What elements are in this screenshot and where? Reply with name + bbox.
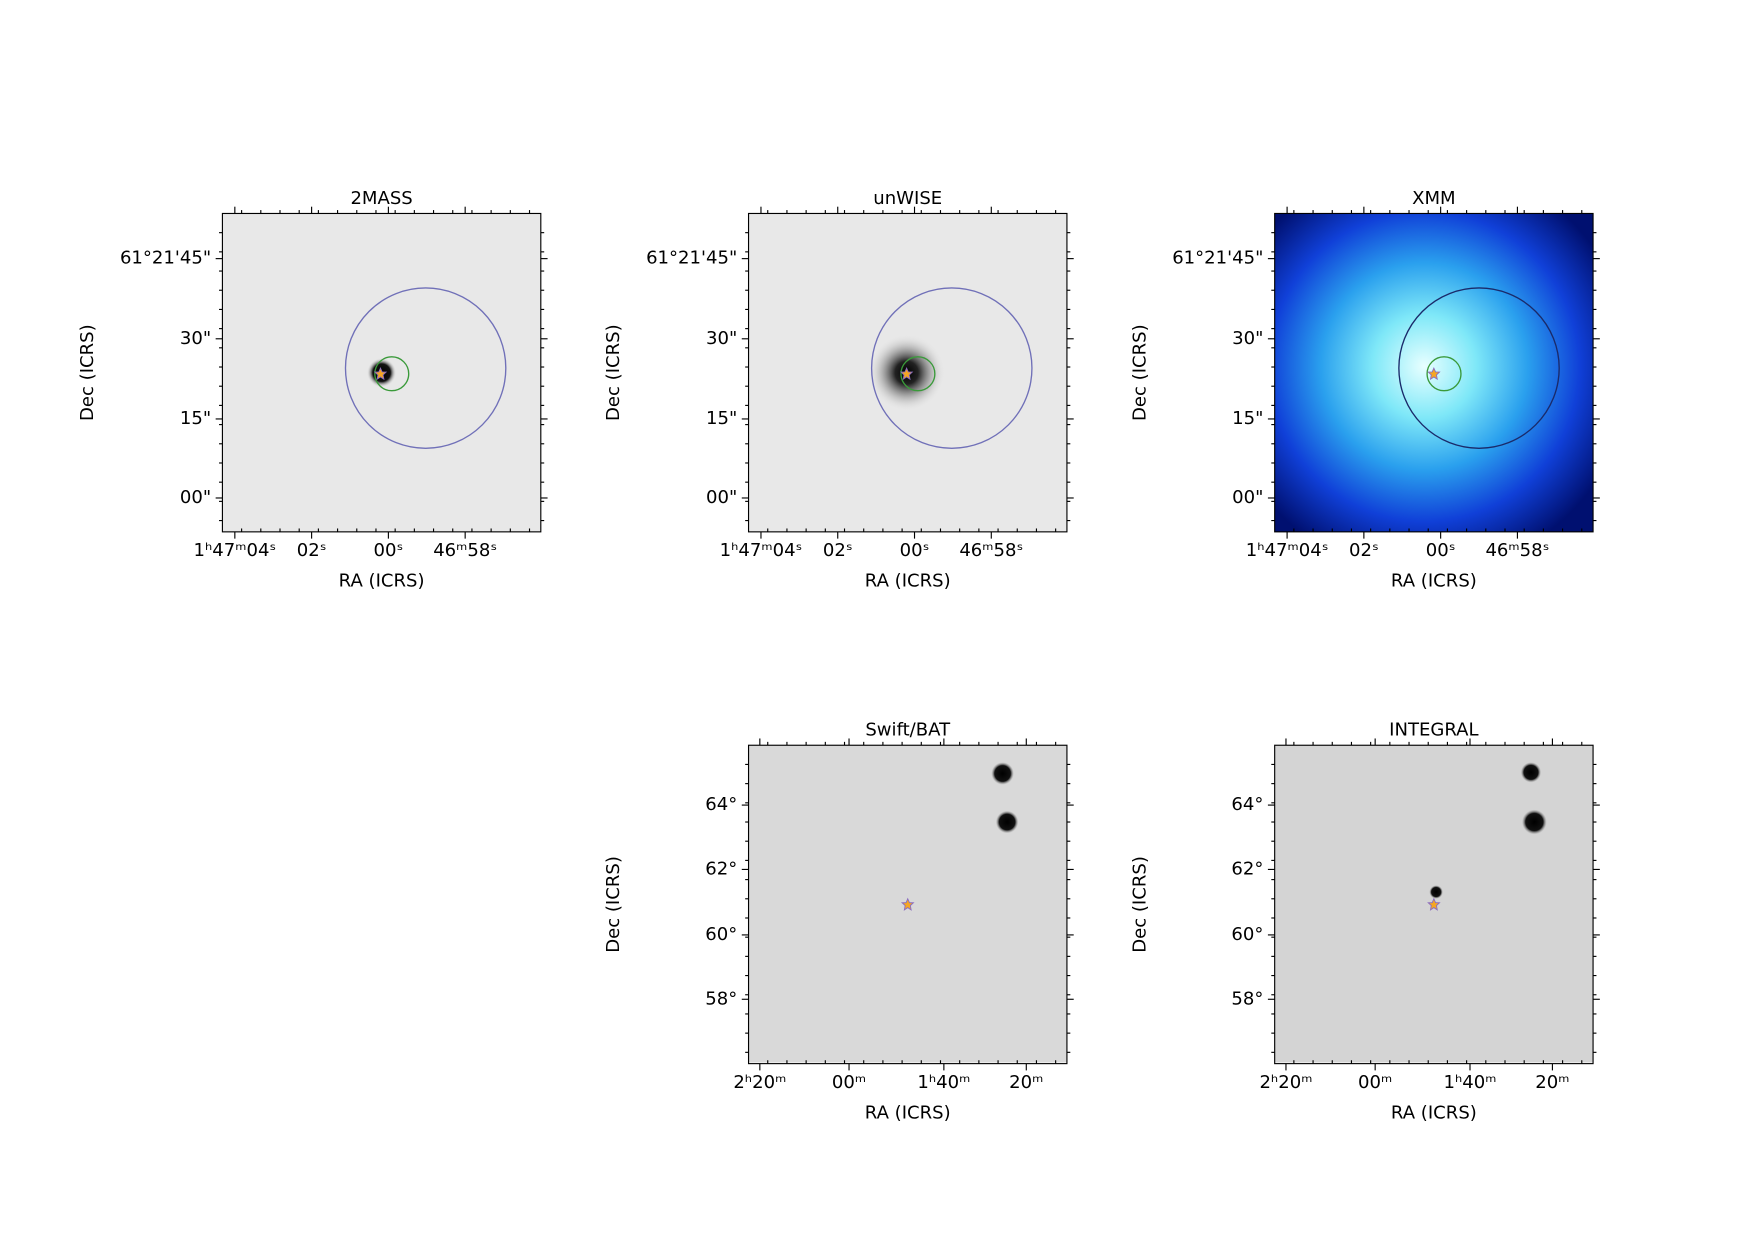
x-tick-label: 02ˢ <box>297 540 327 561</box>
x-axis-label: RA (ICRS) <box>865 1102 951 1123</box>
y-axis-label: Dec (ICRS) <box>603 856 624 953</box>
x-tick-label: 00ᵐ <box>832 1072 866 1093</box>
frame <box>747 744 1068 1065</box>
y-tick-label: 61°21'45" <box>646 248 737 269</box>
panel-title: XMM <box>1412 188 1456 209</box>
x-tick-label: 46ᵐ58ˢ <box>1485 540 1549 561</box>
y-tick-label: 60° <box>705 924 737 945</box>
image-2mass <box>222 213 541 532</box>
y-tick-label: 61°21'45" <box>120 248 211 269</box>
x-tick-label: 00ˢ <box>1426 540 1456 561</box>
y-tick-label: 30" <box>706 328 737 349</box>
x-axis-label: RA (ICRS) <box>1391 571 1477 592</box>
x-tick-label: 1ʰ40ᵐ <box>917 1072 970 1093</box>
x-axis-label: RA (ICRS) <box>865 571 951 592</box>
x-tick-label: 46ᵐ58ˢ <box>959 540 1023 561</box>
x-tick-label: 20ᵐ <box>1535 1072 1569 1093</box>
frame <box>1274 212 1594 533</box>
x-tick-label: 1ʰ47ᵐ04ˢ <box>720 540 803 561</box>
y-tick-label: 58° <box>1231 988 1263 1009</box>
y-tick-label: 58° <box>705 988 737 1009</box>
y-axis-label: Dec (ICRS) <box>1129 324 1150 421</box>
panel-title: Swift/BAT <box>865 720 951 741</box>
x-tick-label: 00ˢ <box>374 540 404 561</box>
x-axis-label: RA (ICRS) <box>1391 1102 1477 1123</box>
y-tick-label: 30" <box>1232 328 1263 349</box>
y-tick-label: 60° <box>1231 924 1263 945</box>
x-tick-label: 00ˢ <box>900 540 930 561</box>
panel-title: INTEGRAL <box>1389 720 1478 741</box>
x-axis-label: RA (ICRS) <box>339 571 425 592</box>
frame <box>1274 744 1594 1065</box>
y-tick-label: 00" <box>1232 487 1263 508</box>
x-tick-label: 02ˢ <box>1349 540 1379 561</box>
y-tick-label: 30" <box>180 328 211 349</box>
y-tick-label: 64° <box>1231 794 1263 815</box>
y-tick-label: 62° <box>1231 858 1263 879</box>
x-tick-label: 20ᵐ <box>1009 1072 1043 1093</box>
frame <box>221 212 542 533</box>
y-tick-label: 15" <box>1232 408 1263 429</box>
image-integral <box>1274 745 1594 1063</box>
y-tick-label: 15" <box>706 408 737 429</box>
image-unwise <box>748 213 1067 532</box>
panel-title: 2MASS <box>350 188 412 209</box>
y-axis-label: Dec (ICRS) <box>603 324 624 421</box>
image-xmm <box>1274 213 1594 532</box>
frame <box>747 212 1068 533</box>
y-axis-label: Dec (ICRS) <box>1129 856 1150 953</box>
x-tick-label: 1ʰ47ᵐ04ˢ <box>1246 540 1329 561</box>
x-tick-label: 1ʰ40ᵐ <box>1444 1072 1497 1093</box>
x-tick-label: 02ˢ <box>823 540 853 561</box>
x-tick-label: 1ʰ47ᵐ04ˢ <box>193 540 276 561</box>
y-tick-label: 61°21'45" <box>1172 248 1263 269</box>
y-tick-label: 00" <box>180 487 211 508</box>
x-tick-label: 2ʰ20ᵐ <box>733 1072 786 1093</box>
image-swift-bat <box>748 745 1067 1063</box>
y-tick-label: 15" <box>180 408 211 429</box>
x-tick-label: 2ʰ20ᵐ <box>1259 1072 1312 1093</box>
y-tick-label: 64° <box>705 794 737 815</box>
y-axis-label: Dec (ICRS) <box>77 324 98 421</box>
x-tick-label: 00ᵐ <box>1358 1072 1392 1093</box>
x-tick-label: 46ᵐ58ˢ <box>433 540 497 561</box>
y-tick-label: 62° <box>705 858 737 879</box>
y-tick-label: 00" <box>706 487 737 508</box>
panel-title: unWISE <box>873 188 942 209</box>
